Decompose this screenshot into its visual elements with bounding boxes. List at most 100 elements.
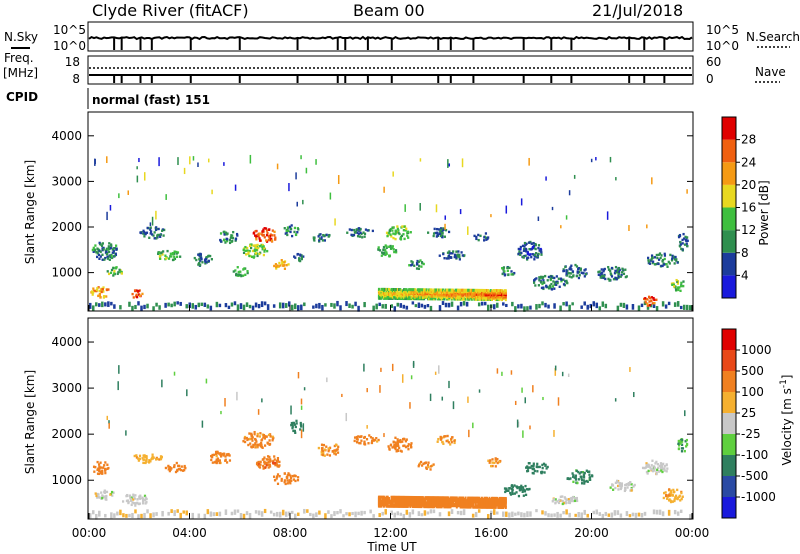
velocity-echo-cell [132,498,135,501]
power-echo-cell [475,295,478,299]
power-echo-cell [414,288,417,292]
power-echo-cell [298,259,301,262]
power-echo-cell [198,253,201,257]
velocity-echo-cell [377,438,380,442]
velocity-echo-cell [273,475,276,478]
velocity-echo-cell [607,513,611,517]
velocity-echo-cell [224,398,226,407]
power-echo-cell [576,271,579,274]
velocity-echo-cell [266,455,270,458]
power-echo-cell [406,234,409,237]
velocity-echo-cell [437,437,440,441]
power-echo-cell [565,301,568,307]
velocity-echo-cell [148,461,151,464]
velocity-echo-cell [122,513,125,518]
velocity-echo-cell [390,510,393,515]
velocity-echo-cell [493,509,496,515]
velocity-echo-cell [365,438,369,441]
velocity-echo-cell [504,504,507,508]
velocity-echo-cell [425,466,428,469]
velocity-echo-cell [145,497,148,501]
cpid-value: normal (fast) 151 [92,93,210,107]
power-echo-cell [531,253,534,256]
velocity-echo-cell [462,509,466,516]
power-echo-cell [393,287,396,291]
velocity-echo-cell [575,469,578,473]
velocity-echo-cell [312,513,315,519]
power-echo-cell [103,295,106,298]
velocity-echo-cell [94,465,97,469]
velocity-echo-cell [630,489,633,492]
velocity-echo-cell [288,479,291,482]
power-echo-cell [228,238,232,242]
power-echo-cell [192,156,195,161]
power-echo-cell [535,304,538,310]
velocity-echo-cell [478,496,481,500]
power-echo-cell [538,303,541,309]
velocity-echo-cell [513,492,516,495]
velocity-echo-cell [391,363,394,372]
velocity-echo-cell [429,496,432,500]
velocity-echo-cell [263,466,266,469]
power-echo-cell [391,287,394,291]
power-echo-cell [270,234,273,237]
power-echo-cell [620,273,623,277]
velocity-echo-cell [267,433,271,437]
velocity-echo-cell [250,445,253,448]
power-echo-cell [646,302,649,305]
velocity-echo-cell [265,461,268,465]
velocity-echo-cell [585,479,588,483]
power-echo-cell [377,248,380,251]
velocity-echo-cell [380,499,383,503]
velocity-echo-cell [580,471,583,474]
power-echo-cell [236,266,239,269]
power-echo-cell [106,255,109,258]
power-echo-cell [624,268,627,271]
velocity-echo-cell [474,500,477,504]
power-echo-cell [255,238,258,241]
power-echo-cell [239,303,243,310]
power-echo-cell [438,305,442,311]
velocity-echo-cell [456,510,460,515]
power-echo-cell [676,282,679,285]
velocity-plot-area [89,360,692,520]
velocity-echo-cell [653,469,656,472]
power-echo-cell [158,157,160,167]
velocity-echo-cell [128,494,132,497]
velocity-echo-cell [322,443,326,447]
power-echo-cell [317,235,320,238]
velocity-echo-cell [228,454,231,457]
power-echo-cell [553,303,556,309]
velocity-echo-cell [287,511,291,516]
velocity-echo-cell [660,465,663,468]
velocity-echo-cell [98,465,101,469]
power-echo-cell [538,279,541,282]
power-echo-cell [105,250,108,253]
power-echo-cell [447,159,449,168]
power-echo-cell [318,302,321,309]
power-echo-cell [262,245,265,248]
velocity-echo-cell [348,512,351,517]
velocity-echo-cell [269,458,272,461]
power-echo-cell [433,288,436,292]
power-echo-cell [416,288,419,292]
velocity-echo-cell [418,463,421,466]
velocity-echo-cell [257,409,260,415]
velocity-echo-cell [628,514,632,518]
freq-strip: Freq. [MHz] 18 8 60 0 Nave [3,51,786,86]
velocity-echo-cell [394,436,397,439]
velocity-echo-cell [452,496,455,500]
velocity-echo-cell [333,511,336,517]
power-echo-cell [648,262,652,265]
power-echo-cell [363,232,367,236]
velocity-echo-cell [633,483,636,487]
power-echo-cell [146,303,149,309]
power-echo-cell [526,306,529,311]
power-echo-cell [559,305,562,311]
velocity-echo-cell [403,501,406,505]
power-echo-cell [109,204,112,211]
power-echo-cell [577,276,581,280]
power-echo-cell [385,287,388,291]
velocity-echo-cell [524,493,528,497]
power-echo-cell [479,234,482,238]
